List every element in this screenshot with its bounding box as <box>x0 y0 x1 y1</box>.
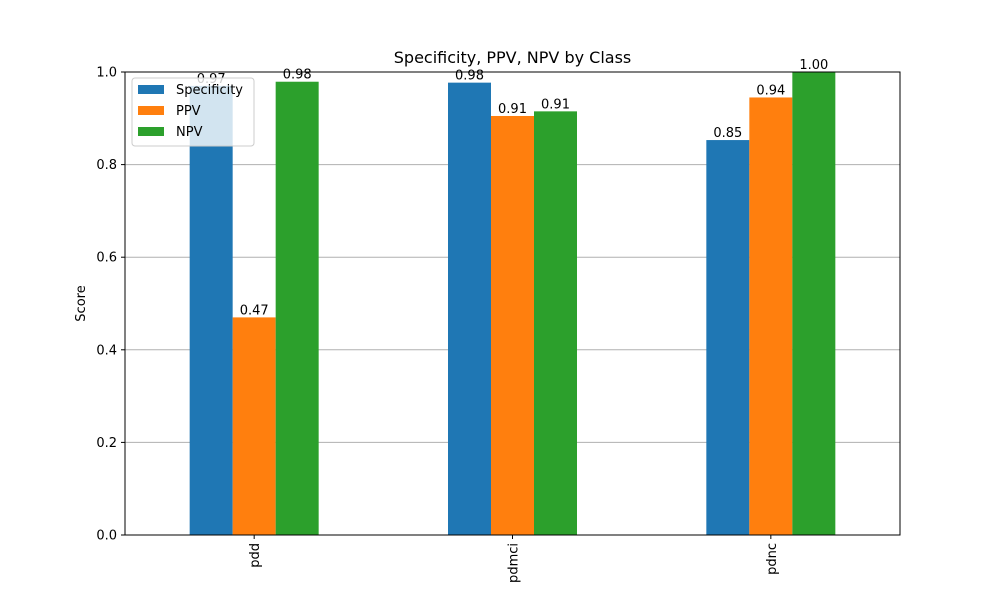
legend: Specificity PPV NPV <box>131 77 255 147</box>
data-label-ppv-pdd: 0.47 <box>240 303 269 318</box>
chart-title: Specificity, PPV, NPV by Class <box>394 48 632 67</box>
legend-swatch-specificity <box>138 85 164 94</box>
x-tick-label-pdd: pdd <box>248 543 263 568</box>
data-label-npv-pdmci: 0.91 <box>541 97 570 112</box>
data-label-ppv-pdmci: 0.91 <box>498 102 527 117</box>
bar-npv-pdd <box>275 81 319 536</box>
legend-label-specificity: Specificity <box>176 83 243 98</box>
bar-specificity-pdd <box>189 85 233 535</box>
bars <box>189 72 836 536</box>
y-tick-label: 0.2 <box>96 436 117 451</box>
legend-swatch-ppv <box>138 106 164 115</box>
data-label-specificity-pdnc: 0.85 <box>713 126 742 141</box>
bar-specificity-pdmci <box>448 82 491 536</box>
legend-swatch-npv <box>138 127 164 136</box>
bar-npv-pdmci <box>534 111 577 535</box>
legend-label-ppv: PPV <box>176 104 201 119</box>
bar-ppv-pdnc <box>749 97 793 535</box>
y-tick-label: 0.8 <box>96 158 117 173</box>
y-tick-label: 1.0 <box>96 66 117 81</box>
data-label-ppv-pdnc: 0.94 <box>756 83 785 98</box>
y-tick-label: 0.0 <box>96 529 117 544</box>
data-label-specificity-pdmci: 0.98 <box>455 69 484 84</box>
bar-npv-pdnc <box>792 72 836 535</box>
y-tick-label: 0.4 <box>96 343 117 358</box>
legend-label-npv: NPV <box>176 125 203 140</box>
axes: 0.0 0.2 0.4 0.6 0.8 1.0 pdd pdmci pdnc <box>96 66 780 583</box>
bar-ppv-pdmci <box>491 115 534 536</box>
data-label-npv-pdnc: 1.00 <box>799 58 828 73</box>
y-axis-label: Score <box>74 285 89 321</box>
bar-ppv-pdd <box>232 317 276 535</box>
x-tick-label-pdmci: pdmci <box>507 543 522 583</box>
data-label-npv-pdd: 0.98 <box>283 68 312 83</box>
y-tick-label: 0.6 <box>96 251 117 266</box>
x-tick-label-pdnc: pdnc <box>765 543 780 575</box>
bar-specificity-pdnc <box>706 140 750 535</box>
